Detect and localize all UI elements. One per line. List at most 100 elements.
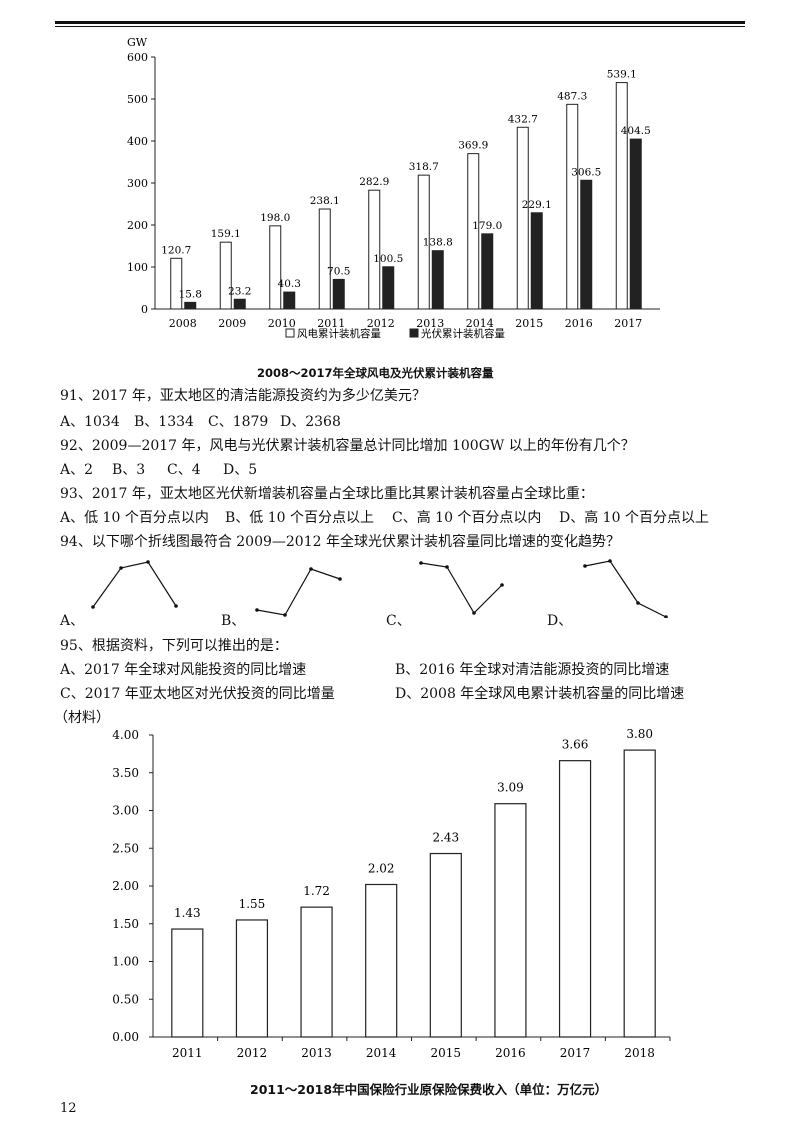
premium-data-label: 1.72 — [303, 884, 330, 898]
pv-bar — [481, 233, 494, 310]
header-rule-thin — [55, 26, 745, 27]
q95-option-a[interactable]: A、2017 年全球对风能投资的同比增速 — [60, 662, 307, 678]
x-tick-label: 2016 — [565, 317, 593, 330]
wind-data-label: 120.7 — [161, 244, 191, 256]
x-tick-label: 2016 — [495, 1046, 526, 1060]
wind-data-label: 282.9 — [359, 176, 389, 188]
premium-bar — [494, 803, 527, 1038]
pv-data-label: 306.5 — [571, 166, 601, 178]
pv-bar — [431, 250, 444, 310]
q94-option-c-label[interactable]: C、 — [386, 613, 411, 629]
y-tick-label: 100 — [127, 261, 148, 274]
y-tick-label: 4.00 — [112, 728, 139, 742]
legend-label-wind: 风电累计装机容量 — [297, 327, 381, 340]
wind-data-label: 369.9 — [458, 140, 488, 152]
premium-bar-chart: 0.00 0.50 1.00 1.50 2.00 2.50 3.00 3.50 4.00 2011… — [112, 727, 671, 1060]
x-tick-label: 2009 — [218, 317, 246, 330]
y-tick-label: 500 — [127, 93, 148, 106]
y-tick-label: 0.00 — [112, 1030, 139, 1044]
pv-bar — [629, 138, 642, 310]
premium-data-label: 1.55 — [239, 897, 266, 911]
q92-option-a[interactable]: A、2 — [60, 462, 94, 478]
q94-option-b-label[interactable]: B、 — [221, 613, 246, 629]
premium-bar — [429, 852, 462, 1038]
question-91-options: A、1034 B、1334 C、1879 D、2368 — [60, 412, 341, 432]
wind-data-label: 487.3 — [557, 90, 587, 102]
capacity-chart-title: 2008～2017年全球风电及光伏累计装机容量 — [257, 366, 494, 380]
material-label: （材料） — [54, 710, 110, 726]
x-tick-label: 2012 — [367, 317, 395, 330]
q93-option-d[interactable]: D、高 10 个百分点以上 — [559, 510, 709, 526]
pv-data-label: 404.5 — [621, 125, 651, 137]
wind-bar — [417, 174, 430, 310]
wind-bar — [516, 126, 529, 310]
x-tick-label: 2010 — [268, 317, 296, 330]
q93-option-a[interactable]: A、低 10 个百分点以内 — [60, 510, 209, 526]
y-tick-label: 3.50 — [112, 766, 139, 780]
question-93: 93、2017 年，亚太地区光伏新增装机容量占全球比重比其累计装机容量占全球比重… — [60, 486, 594, 502]
y-tick-label: 1.50 — [112, 917, 139, 931]
x-tick-label: 2018 — [624, 1046, 655, 1060]
x-tick-label: 2011 — [317, 317, 345, 330]
premium-data-label: 3.09 — [497, 781, 524, 795]
q92-option-b[interactable]: B、3 — [112, 462, 146, 478]
q94-option-a-label[interactable]: A、 — [60, 613, 85, 629]
q94-option-b-sketch[interactable] — [252, 560, 352, 620]
premium-data-label: 2.02 — [368, 861, 395, 875]
premium-bar — [300, 906, 333, 1038]
y-tick-label: 2.00 — [112, 879, 139, 893]
x-tick-label: 2014 — [466, 317, 494, 330]
pv-data-label: 179.0 — [472, 220, 502, 232]
x-tick-label: 2013 — [416, 317, 444, 330]
premium-data-label: 2.43 — [432, 831, 459, 845]
q92-option-c[interactable]: C、4 — [167, 462, 201, 478]
pv-bar — [382, 266, 395, 310]
x-tick-label: 2014 — [366, 1046, 397, 1060]
q91-option-d[interactable]: D、2368 — [280, 414, 341, 430]
x-tick-label: 2015 — [515, 317, 543, 330]
question-93-options: A、低 10 个百分点以内 B、低 10 个百分点以上 C、高 10 个百分点以内 D… — [60, 508, 709, 528]
question-92: 92、2009—2017 年，风电与光伏累计装机容量总计同比增加 100GW 以… — [60, 438, 635, 454]
wind-data-label: 318.7 — [409, 161, 439, 173]
pv-data-label: 138.8 — [423, 237, 453, 249]
pv-data-label: 70.5 — [327, 265, 350, 277]
question-95: 95、根据资料，下列可以推出的是： — [60, 638, 288, 654]
q95-option-b[interactable]: B、2016 年全球对清洁能源投资的同比增速 — [395, 662, 670, 678]
q95-option-d[interactable]: D、2008 年全球风电累计装机容量的同比增速 — [395, 686, 685, 702]
wind-bar — [318, 208, 331, 310]
pv-data-label: 15.8 — [179, 288, 202, 300]
header-rule-thick — [55, 21, 745, 24]
q91-option-c[interactable]: C、1879 — [208, 414, 269, 430]
pv-data-label: 229.1 — [522, 199, 552, 211]
wind-bar — [269, 225, 282, 310]
legend-swatch-wind — [285, 328, 295, 338]
wind-bar — [368, 189, 381, 310]
page-number: 12 — [60, 1101, 77, 1116]
q92-option-d[interactable]: D、5 — [223, 462, 258, 478]
pv-bar — [580, 179, 593, 310]
q94-option-d-label[interactable]: D、 — [547, 613, 573, 629]
premium-data-label: 1.43 — [174, 906, 201, 920]
x-tick-label: 2012 — [237, 1046, 268, 1060]
x-tick-label: 2008 — [169, 317, 197, 330]
q91-option-b[interactable]: B、1334 — [134, 414, 194, 430]
q91-option-a[interactable]: A、1034 — [60, 414, 120, 430]
x-tick-label: 2015 — [431, 1046, 462, 1060]
wind-data-label: 432.7 — [508, 113, 538, 125]
q94-option-c-sketch[interactable] — [416, 558, 516, 618]
capacity-bar-chart: GW 0 100 200 300 400 500 600 2008 120.7 15.8 2009 15… — [127, 36, 660, 340]
y-tick-label: 600 — [127, 51, 148, 64]
q93-option-c[interactable]: C、高 10 个百分点以内 — [392, 510, 542, 526]
legend-swatch-pv — [409, 328, 419, 338]
q94-option-a-sketch[interactable] — [88, 556, 188, 616]
q94-option-d-sketch[interactable] — [580, 558, 680, 618]
q95-option-c[interactable]: C、2017 年亚太地区对光伏投资的同比增量 — [60, 686, 335, 702]
pv-bar — [184, 301, 197, 310]
q93-option-b[interactable]: B、低 10 个百分点以上 — [225, 510, 375, 526]
y-tick-label: 400 — [127, 135, 148, 148]
y-tick-label: 200 — [127, 219, 148, 232]
premium-bar — [558, 760, 592, 1038]
pv-data-label: 23.2 — [228, 285, 251, 297]
pv-bar — [233, 298, 246, 310]
wind-data-label: 198.0 — [260, 212, 290, 224]
